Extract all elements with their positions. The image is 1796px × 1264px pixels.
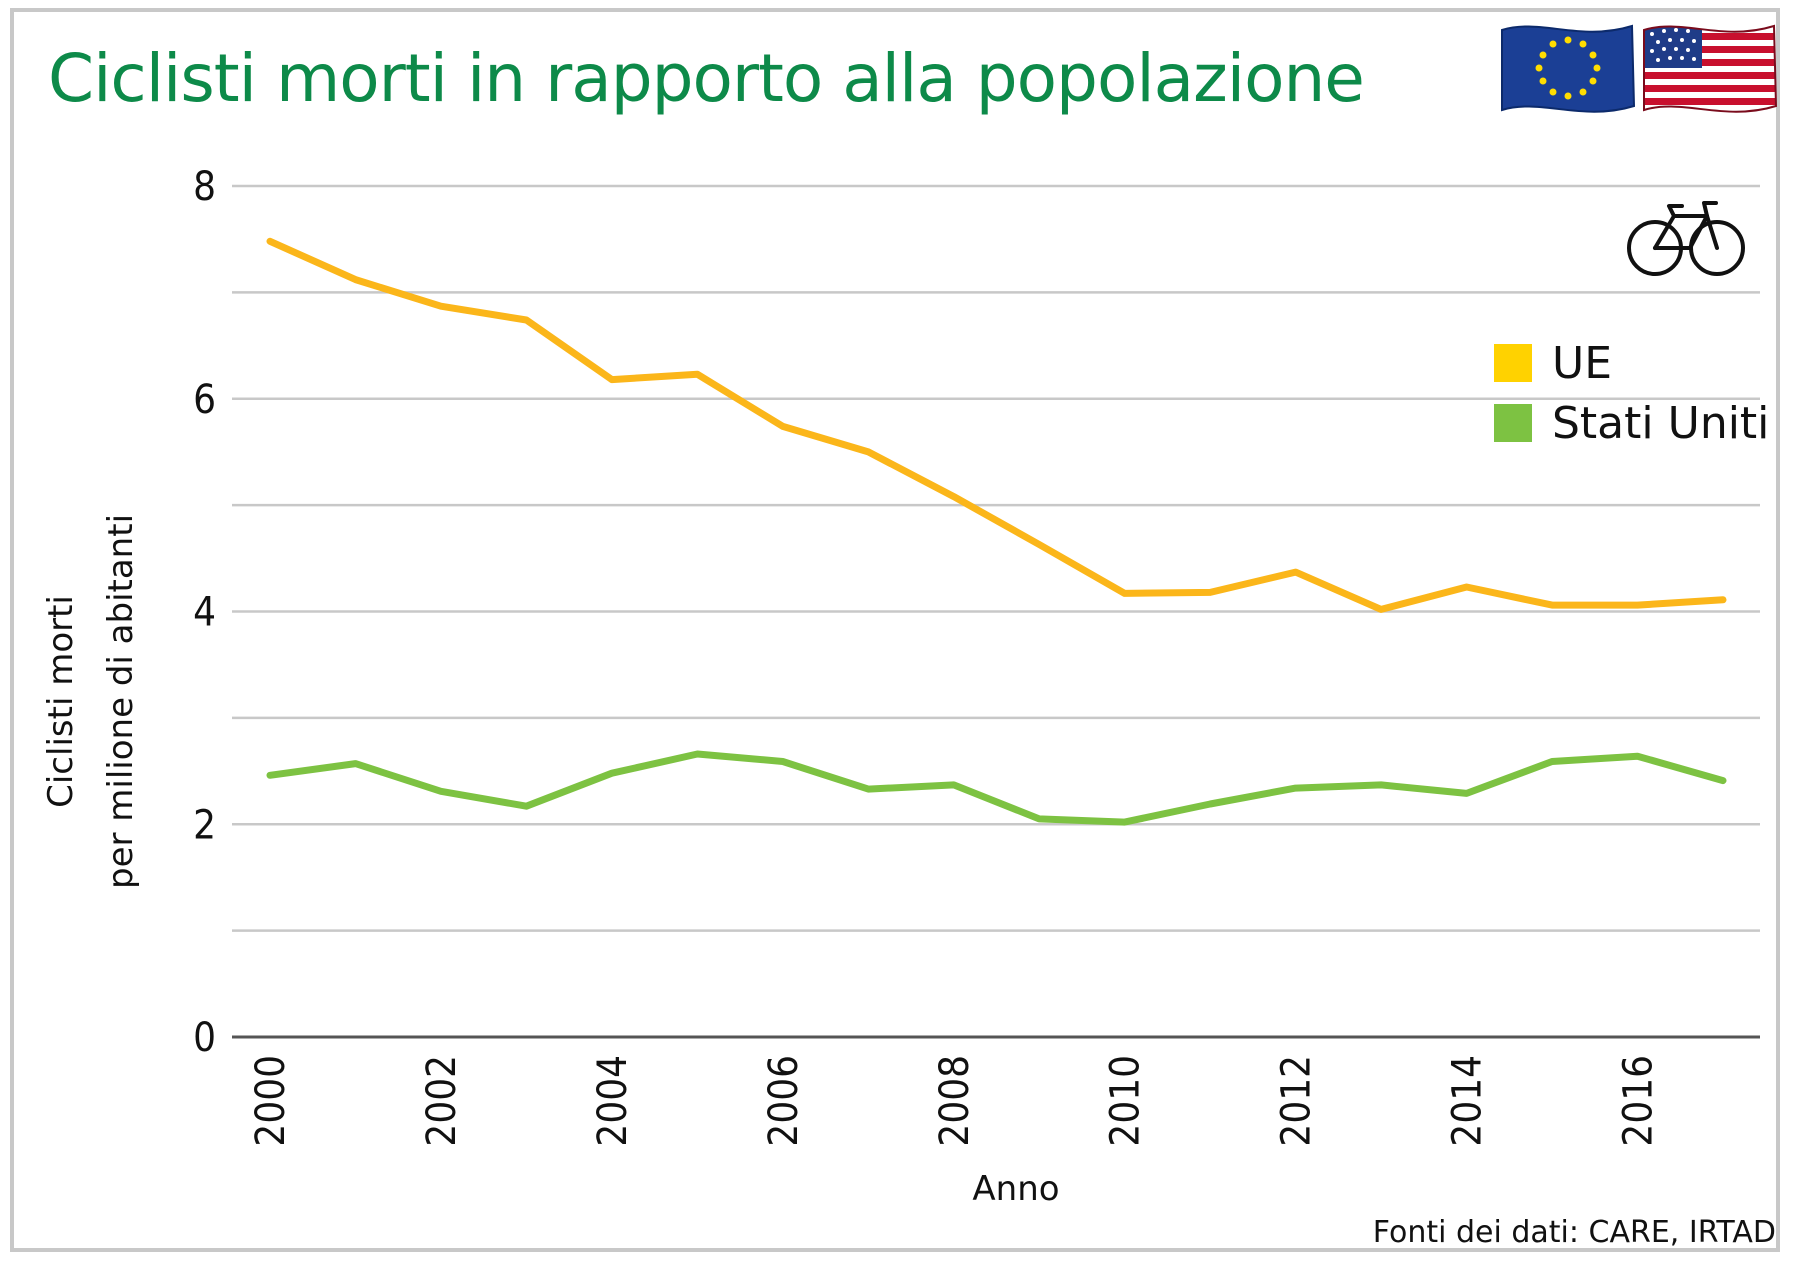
grid-lines: [232, 184, 1760, 932]
y-tick-label: 6: [193, 377, 216, 423]
x-axis-ticks: 2000 2002 2004 2006 2008 2010 2012 2014 2016: [248, 1055, 1662, 1147]
x-tick-label: 2008: [932, 1055, 978, 1147]
series-line-stati-uniti: [266, 750, 1727, 826]
x-tick-label: 2014: [1445, 1055, 1491, 1147]
data-source: Fonti dei dati: CARE, IRTAD: [1373, 1215, 1776, 1250]
x-tick-label: 2010: [1103, 1055, 1149, 1147]
y-axis-label-line: per milione di abitanti: [101, 514, 141, 889]
y-tick-label: 8: [193, 164, 216, 210]
legend-label: Stati Uniti: [1552, 398, 1769, 449]
y-tick-label: 0: [193, 1015, 216, 1061]
bicycle-icon: [1627, 201, 1745, 276]
legend-label: UE: [1552, 338, 1612, 389]
us-flag-icon: [1643, 24, 1778, 113]
x-tick-label: 2012: [1274, 1055, 1320, 1147]
series-line-ue: [266, 237, 1727, 613]
x-tick-label: 2000: [248, 1055, 294, 1147]
y-tick-label: 4: [193, 590, 216, 636]
y-tick-label: 2: [193, 802, 216, 848]
chart-title: Ciclisti morti in rapporto alla popolazi…: [48, 40, 1365, 117]
legend-swatch: [1494, 404, 1532, 442]
y-axis-label: Ciclisti morti per milione di abitanti: [41, 514, 141, 889]
y-axis-label-line: Ciclisti morti: [41, 595, 81, 808]
legend-swatch: [1494, 344, 1532, 382]
x-tick-label: 2006: [761, 1055, 807, 1147]
y-axis-ticks: 0 2 4 6 8: [193, 164, 216, 1061]
chart-frame: [10, 8, 1780, 1252]
x-tick-label: 2016: [1616, 1055, 1662, 1147]
x-tick-label: 2004: [590, 1055, 636, 1147]
x-tick-label: 2002: [419, 1055, 465, 1147]
series-lines: [266, 237, 1727, 826]
legend: UE Stati Uniti: [1494, 338, 1769, 449]
x-axis-label: Anno: [972, 1169, 1059, 1209]
eu-flag-icon: [1501, 24, 1636, 113]
